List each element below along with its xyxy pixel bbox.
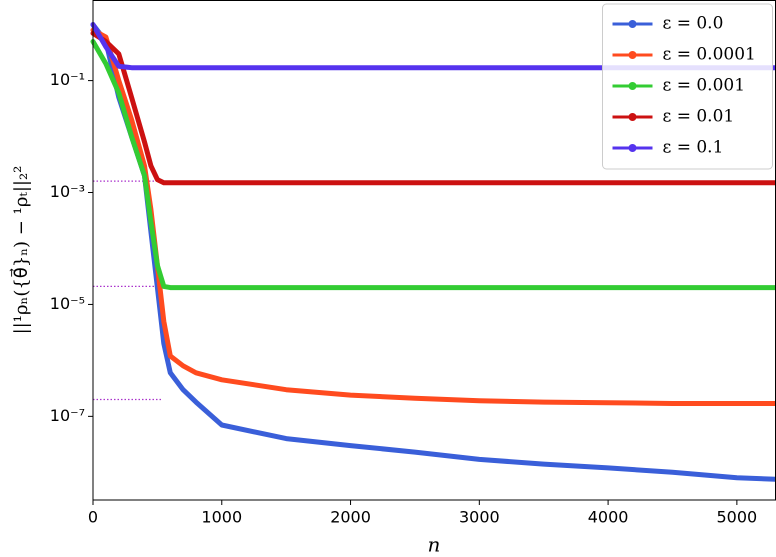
y-tick-label: 10⁻⁵ — [50, 294, 85, 313]
y-tick-label: 10⁻⁷ — [50, 406, 85, 425]
y-tick-label: 10⁻¹ — [50, 70, 85, 89]
series-line — [90, 30, 776, 186]
x-axis-label: n — [428, 533, 441, 557]
y-tick-label: 10⁻³ — [50, 182, 85, 201]
x-tick-label: 2000 — [330, 508, 371, 527]
legend-label: ε = 0.1 — [663, 138, 724, 158]
x-tick-label: 1000 — [201, 508, 242, 527]
x-tick-label: 4000 — [588, 508, 629, 527]
x-tick-label: 0 — [88, 508, 98, 527]
legend-label: ε = 0.0001 — [663, 45, 756, 65]
legend-marker — [628, 144, 637, 152]
legend-box — [602, 3, 773, 170]
legend-marker — [628, 82, 637, 90]
legend-marker — [628, 113, 637, 121]
legend-label: ε = 0.01 — [663, 107, 735, 127]
series-line — [90, 22, 776, 71]
x-tick-label: 3000 — [459, 508, 500, 527]
legend-label: ε = 0.0 — [663, 14, 724, 34]
x-tick-label: 5000 — [717, 508, 758, 527]
series-line — [90, 27, 776, 406]
series-line — [90, 39, 776, 291]
y-axis-label: ||¹ρₙ({θ⃗}ₙ) − ¹ρₜ||₂² — [10, 166, 32, 335]
legend-marker — [628, 20, 637, 28]
legend-label: ε = 0.001 — [663, 76, 746, 96]
legend-marker — [628, 51, 637, 59]
